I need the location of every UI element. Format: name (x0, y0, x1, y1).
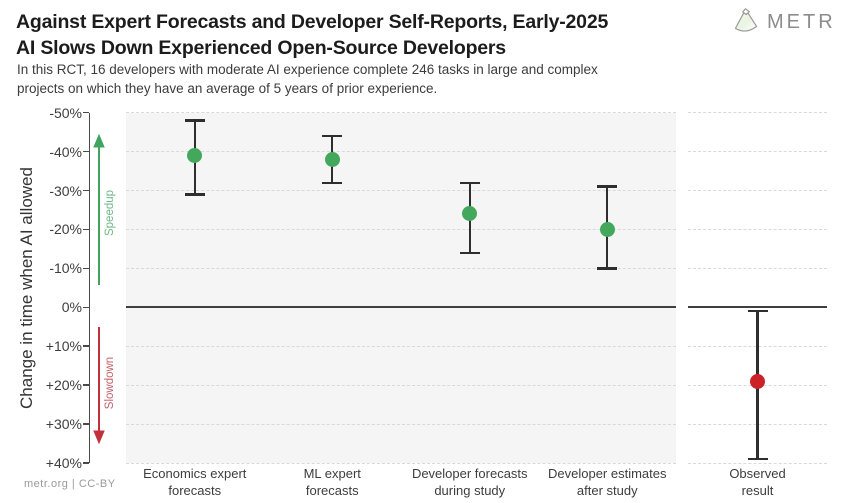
gridline (126, 151, 676, 153)
metr-gem-icon (734, 8, 758, 32)
error-bar-cap (597, 267, 618, 270)
data-point (750, 373, 765, 389)
category-label: ML expert forecasts (242, 466, 422, 499)
y-tick-label: -10% (49, 260, 82, 277)
y-tick-label: -20% (49, 221, 82, 238)
y-tick-label: +10% (45, 338, 82, 355)
category-label: Developer forecasts during study (380, 466, 560, 499)
attribution-text: metr.org | CC-BY (24, 478, 116, 490)
title-line-2: AI Slows Down Experienced Open-Source De… (16, 37, 506, 59)
category-label-line: Observed (729, 466, 786, 481)
category-label-line: during study (434, 482, 506, 498)
category-label-line: after study (576, 482, 638, 498)
error-bar-cap (184, 119, 205, 122)
error-bar-cap (597, 185, 618, 188)
y-tick-label: +20% (45, 377, 82, 394)
zero-baseline (688, 306, 827, 309)
category-label-line: Developer estimates (548, 466, 667, 481)
y-tick-mark (82, 423, 89, 425)
chart-subtitle: In this RCT, 16 developers with moderate… (17, 61, 598, 98)
y-tick-label: -50% (49, 104, 82, 121)
error-bar-cap (184, 193, 205, 196)
category-label: Economics expert forecasts (105, 466, 285, 499)
y-axis-line (88, 112, 90, 463)
subtitle-line-2: projects on which they have an average o… (17, 80, 438, 96)
category-label: Observed result (668, 466, 842, 499)
error-bar-cap (459, 251, 480, 254)
speedup-arrow-icon (93, 134, 105, 285)
slowdown-arrow-icon (93, 327, 105, 445)
gridline (126, 423, 676, 425)
y-tick-mark (82, 267, 89, 270)
error-bar-cap (747, 457, 768, 461)
gridline (126, 112, 676, 114)
y-tick-mark (82, 150, 89, 153)
gridline (126, 190, 676, 191)
metr-wordmark: METR (767, 10, 836, 33)
gridline (126, 462, 676, 464)
gridline (688, 267, 827, 269)
gridline (126, 384, 676, 386)
title-line-1: Against Expert Forecasts and Developer S… (16, 11, 609, 33)
error-bar-cap (747, 309, 768, 313)
category-label: Developer estimates after study (517, 466, 697, 499)
y-tick-mark (82, 462, 89, 464)
category-label-line: Economics expert (143, 466, 247, 481)
y-tick-mark (82, 306, 89, 309)
page-title: Against Expert Forecasts and Developer S… (16, 9, 608, 61)
y-tick-mark (82, 345, 89, 347)
data-point (599, 221, 615, 237)
y-tick-mark (82, 189, 89, 192)
metr-logo: METR (731, 7, 836, 37)
category-label-line: forecasts (168, 482, 222, 498)
data-point (462, 206, 478, 222)
error-bar-cap (322, 134, 343, 138)
data-point (324, 151, 340, 167)
subtitle-line-1: In this RCT, 16 developers with moderate… (17, 62, 598, 77)
y-tick-label: +30% (45, 416, 82, 433)
category-label-line: ML expert (303, 466, 361, 481)
error-bar-cap (459, 181, 480, 184)
y-tick-label: 0% (61, 299, 82, 316)
forecasts-panel-background (126, 112, 676, 463)
category-label-line: forecasts (305, 482, 359, 498)
y-tick-mark (82, 228, 89, 231)
y-tick-label: -40% (49, 143, 82, 160)
y-tick-label: -30% (49, 182, 82, 199)
category-label-line: result (741, 482, 774, 498)
category-label-line: Developer forecasts (411, 466, 528, 481)
gridline (126, 228, 676, 230)
error-bar-cap (322, 181, 343, 184)
gridline (126, 267, 676, 269)
data-point (187, 147, 203, 163)
gridline (688, 462, 827, 464)
y-tick-mark (82, 111, 89, 114)
gridline (126, 345, 676, 347)
y-tick-label: +40% (45, 455, 82, 472)
gridline (688, 228, 827, 230)
zero-baseline (126, 306, 676, 309)
gridline (688, 151, 827, 153)
gridline (688, 112, 827, 114)
y-tick-mark (82, 384, 89, 386)
gridline (688, 190, 827, 191)
